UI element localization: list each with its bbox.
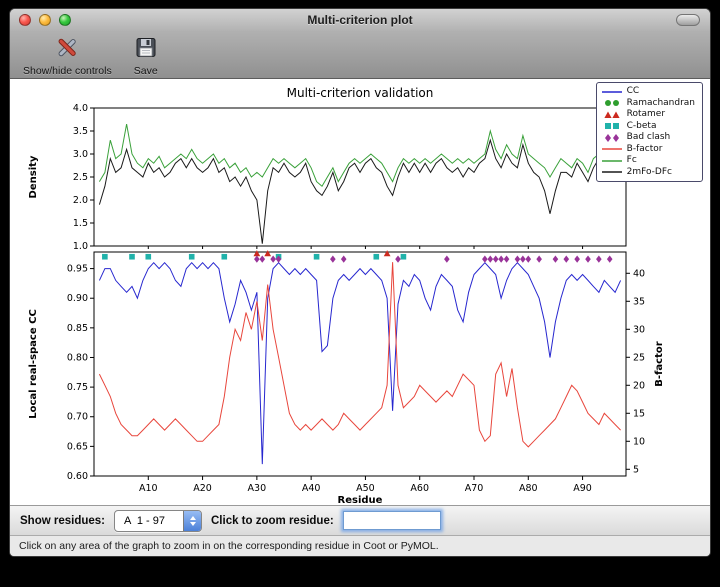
svg-text:Density: Density xyxy=(28,155,39,198)
svg-text:25: 25 xyxy=(633,352,645,363)
svg-text:A40: A40 xyxy=(302,483,321,494)
residue-range-value: A 1 - 97 xyxy=(124,514,165,527)
svg-text:30: 30 xyxy=(633,324,645,335)
svg-text:0.85: 0.85 xyxy=(67,323,88,334)
save-button[interactable]: Save xyxy=(131,34,161,78)
tool-label: Show/hide controls xyxy=(23,65,112,77)
svg-text:A10: A10 xyxy=(139,483,158,494)
legend-swatch-icon xyxy=(604,133,619,142)
legend-swatch-icon xyxy=(601,171,622,174)
zoom-window-button[interactable] xyxy=(59,14,71,26)
svg-text:A70: A70 xyxy=(465,483,484,494)
legend-label: CC xyxy=(626,86,640,96)
residue-range-select[interactable]: A 1 - 97 xyxy=(114,509,202,532)
svg-text:10: 10 xyxy=(633,436,645,447)
floppy-save-icon xyxy=(134,35,158,65)
legend-swatch-icon xyxy=(604,100,619,107)
svg-text:0.80: 0.80 xyxy=(67,352,88,363)
legend-label: Fc xyxy=(626,155,637,165)
tool-label: Save xyxy=(133,65,158,77)
close-button[interactable] xyxy=(19,14,31,26)
toolbar: Show/hide controls Save xyxy=(10,31,710,79)
legend-swatch-icon xyxy=(604,123,619,130)
legend-item: CC xyxy=(601,86,695,98)
legend-label: Rotamer xyxy=(626,109,666,119)
svg-text:A60: A60 xyxy=(410,483,429,494)
svg-text:2.0: 2.0 xyxy=(73,195,88,206)
show-hide-controls-button[interactable]: Show/hide controls xyxy=(20,34,115,78)
window-title: Multi-criterion plot xyxy=(307,13,413,27)
legend-label: Ramachandran xyxy=(626,97,695,108)
status-bar: Click on any area of the graph to zoom i… xyxy=(10,535,710,556)
svg-text:Multi-criterion validation: Multi-criterion validation xyxy=(287,86,434,100)
zoom-residue-label: Click to zoom residue: xyxy=(211,514,334,527)
crossed-tools-icon xyxy=(54,35,80,65)
svg-text:A80: A80 xyxy=(519,483,538,494)
residue-controls-bar: Show residues: A 1 - 97 Click to zoom re… xyxy=(10,505,710,535)
legend-item: B-factor xyxy=(601,144,695,156)
legend-label: 2mFo-DFc xyxy=(626,166,672,177)
svg-text:40: 40 xyxy=(633,268,645,279)
legend-item: Bad clash xyxy=(601,132,695,144)
legend-swatch-icon xyxy=(601,148,622,151)
svg-text:0.75: 0.75 xyxy=(67,382,88,393)
legend-item: Fc xyxy=(601,155,695,167)
legend-swatch-icon xyxy=(601,159,622,162)
svg-text:20: 20 xyxy=(633,380,645,391)
svg-text:B-factor: B-factor xyxy=(654,341,665,386)
toolbar-toggle-button[interactable] xyxy=(676,14,700,26)
status-text: Click on any area of the graph to zoom i… xyxy=(19,540,439,552)
svg-text:5: 5 xyxy=(633,464,639,475)
svg-text:0.60: 0.60 xyxy=(67,471,88,482)
svg-text:0.90: 0.90 xyxy=(67,293,88,304)
svg-text:A30: A30 xyxy=(248,483,267,494)
legend-label: Bad clash xyxy=(626,132,671,142)
svg-text:0.65: 0.65 xyxy=(67,441,88,452)
legend-swatch-icon xyxy=(601,90,622,93)
chart-legend: CC Ramachandran Rotamer C-beta Bad clash B-fa… xyxy=(595,82,703,182)
svg-text:0.95: 0.95 xyxy=(67,264,88,275)
legend-item: 2mFo-DFc xyxy=(601,167,695,179)
svg-text:0.70: 0.70 xyxy=(67,412,88,423)
plot-area: Multi-criterion validation 1.0 1.5 2.0 2.5 3.… xyxy=(10,79,710,505)
svg-text:3.5: 3.5 xyxy=(73,126,88,137)
svg-text:A90: A90 xyxy=(573,483,592,494)
svg-text:15: 15 xyxy=(633,408,645,419)
show-residues-label: Show residues: xyxy=(20,514,105,527)
legend-item: Ramachandran xyxy=(601,98,695,110)
zoom-residue-input[interactable] xyxy=(342,511,441,530)
multi-criterion-plot-window: Multi-criterion plot Show/hide controls xyxy=(9,8,711,557)
svg-text:4.0: 4.0 xyxy=(73,103,88,114)
svg-text:Local real-space CC: Local real-space CC xyxy=(28,309,39,419)
minimize-button[interactable] xyxy=(39,14,51,26)
legend-item: C-beta xyxy=(601,121,695,133)
svg-text:3.0: 3.0 xyxy=(73,149,88,160)
legend-item: Rotamer xyxy=(601,109,695,121)
legend-swatch-icon xyxy=(604,111,620,118)
svg-text:Residue: Residue xyxy=(338,495,383,505)
svg-text:1.0: 1.0 xyxy=(73,241,88,252)
stepper-arrows-icon[interactable] xyxy=(183,510,201,531)
svg-text:2.5: 2.5 xyxy=(73,172,88,183)
svg-text:1.5: 1.5 xyxy=(73,218,88,229)
svg-text:A50: A50 xyxy=(356,483,375,494)
legend-label: C-beta xyxy=(626,120,657,131)
legend-label: B-factor xyxy=(626,143,663,154)
titlebar[interactable]: Multi-criterion plot xyxy=(10,9,710,31)
window-controls xyxy=(19,14,71,26)
svg-text:A20: A20 xyxy=(193,483,212,494)
multi-criterion-figure[interactable]: Multi-criterion validation 1.0 1.5 2.0 2.5 3.… xyxy=(16,80,704,505)
svg-text:35: 35 xyxy=(633,296,645,307)
